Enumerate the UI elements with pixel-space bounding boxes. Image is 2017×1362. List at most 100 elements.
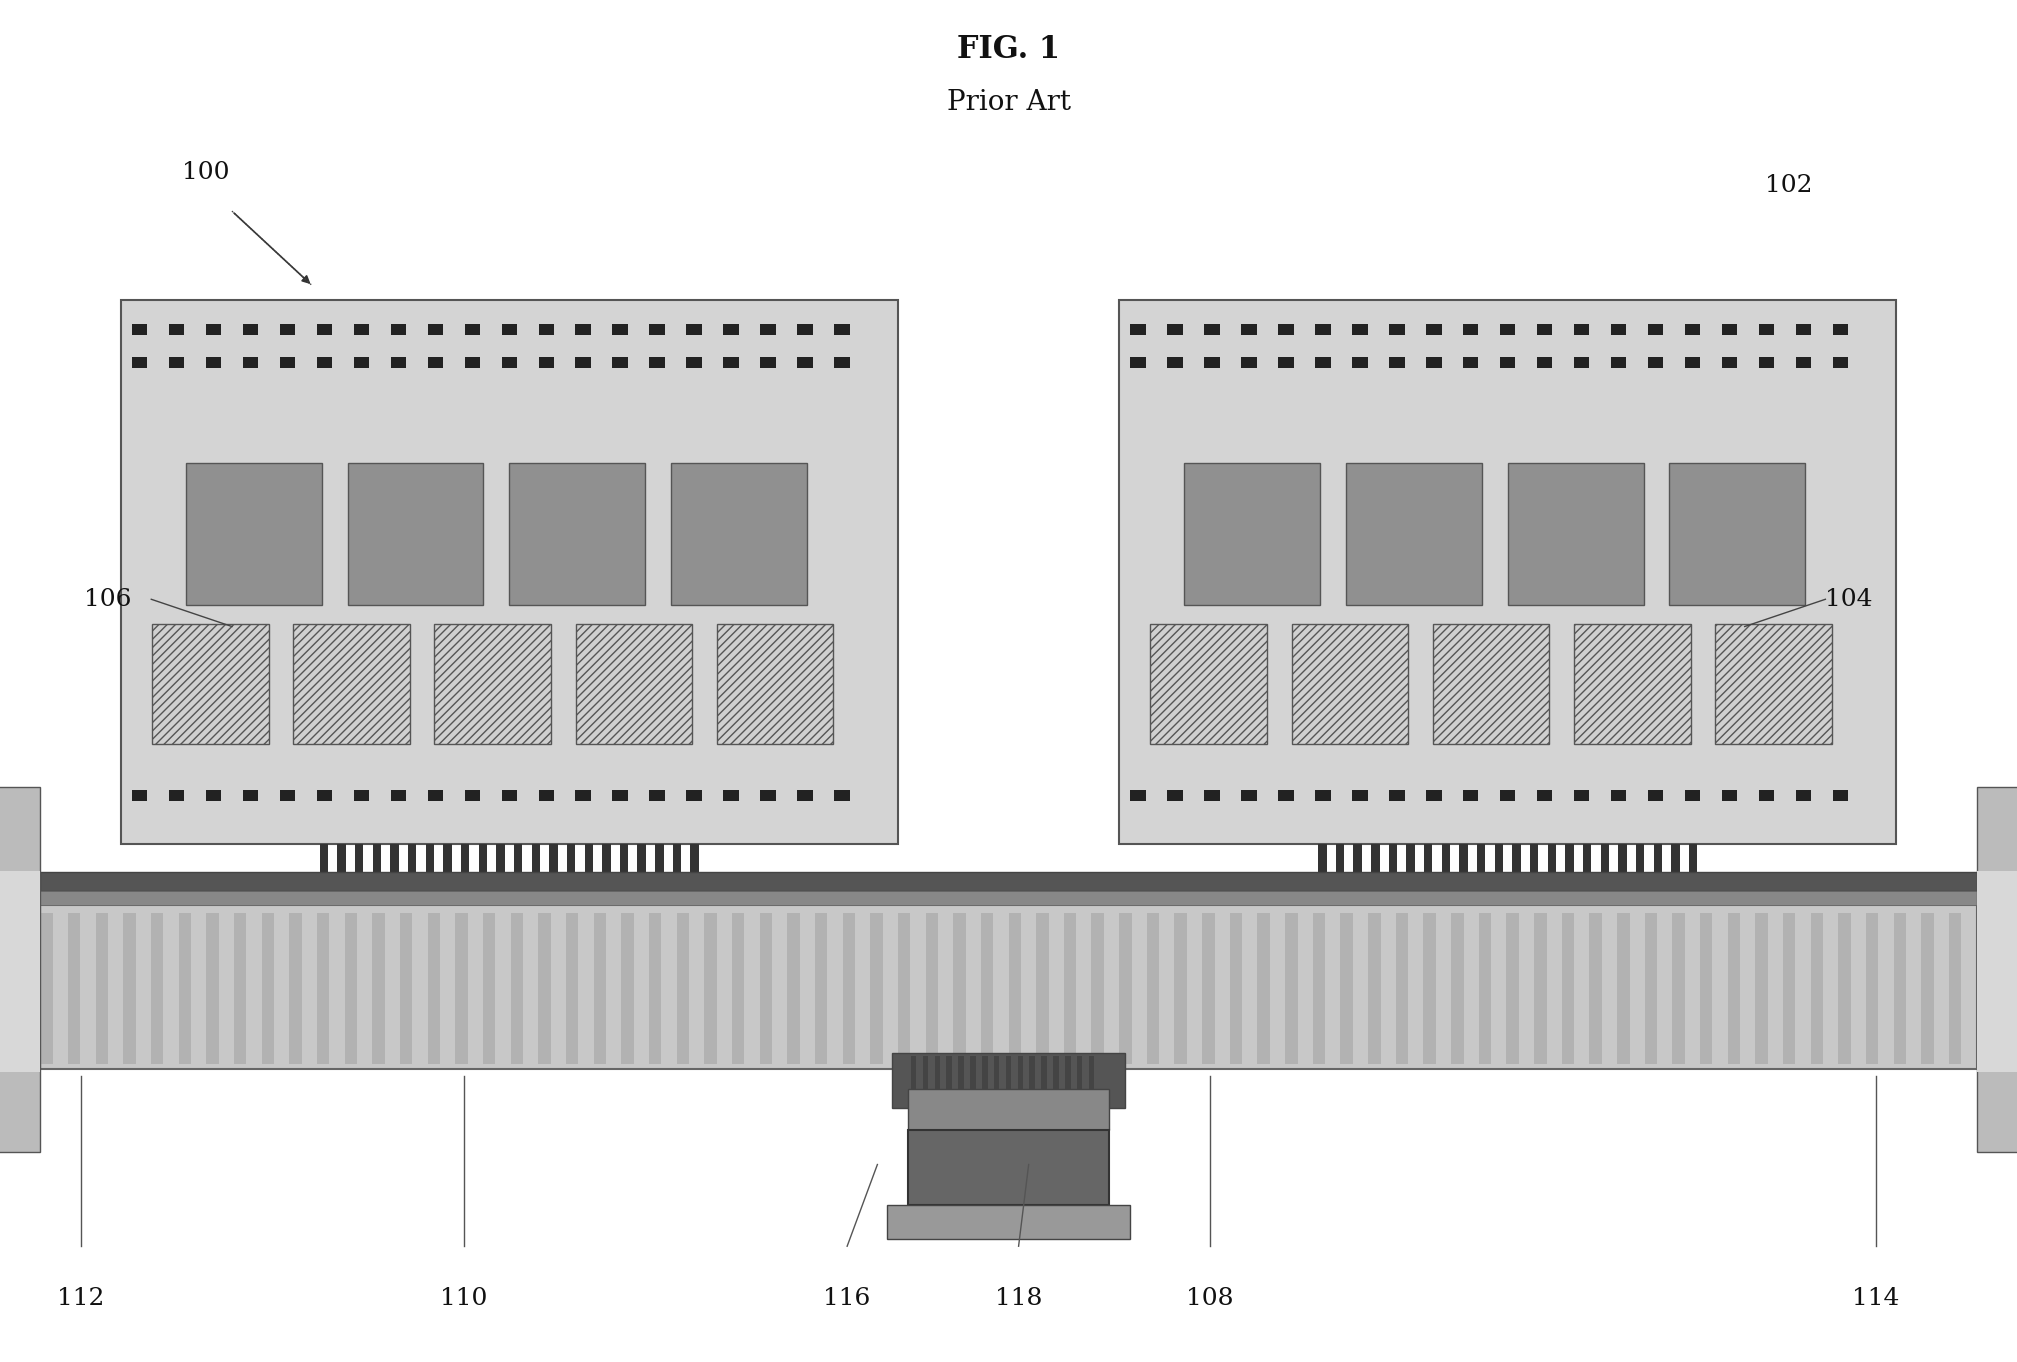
- Bar: [1729, 914, 1741, 1064]
- Bar: [815, 914, 827, 1064]
- Bar: [1150, 624, 1267, 744]
- Bar: [532, 844, 541, 1001]
- Bar: [169, 324, 184, 335]
- Bar: [656, 844, 664, 1001]
- Bar: [391, 324, 405, 335]
- Bar: [1257, 914, 1271, 1064]
- Bar: [724, 357, 738, 368]
- Bar: [760, 790, 777, 801]
- Bar: [131, 324, 147, 335]
- Bar: [1755, 914, 1767, 1064]
- Bar: [649, 790, 666, 801]
- Bar: [1795, 790, 1811, 801]
- Bar: [426, 844, 434, 1001]
- Bar: [1573, 324, 1589, 335]
- Bar: [1279, 357, 1293, 368]
- Bar: [1573, 357, 1589, 368]
- Bar: [980, 914, 992, 1064]
- Bar: [686, 357, 702, 368]
- Bar: [428, 357, 444, 368]
- Text: 116: 116: [823, 1287, 871, 1310]
- Bar: [869, 914, 883, 1064]
- Bar: [123, 914, 135, 1064]
- Bar: [242, 790, 258, 801]
- Bar: [1202, 914, 1214, 1064]
- Bar: [1119, 914, 1132, 1064]
- Bar: [1053, 1056, 1059, 1090]
- Bar: [1390, 790, 1404, 801]
- Bar: [428, 914, 440, 1064]
- Bar: [169, 790, 184, 801]
- Bar: [317, 357, 333, 368]
- Bar: [1315, 357, 1331, 368]
- Bar: [958, 1056, 964, 1090]
- Bar: [1424, 914, 1436, 1064]
- Bar: [912, 1056, 916, 1090]
- Bar: [898, 914, 910, 1064]
- Bar: [391, 844, 399, 1001]
- Bar: [1513, 844, 1521, 1001]
- Bar: [649, 357, 666, 368]
- Bar: [242, 324, 258, 335]
- Bar: [676, 914, 690, 1064]
- Bar: [0, 870, 40, 1072]
- Bar: [549, 844, 557, 1001]
- Bar: [1811, 914, 1823, 1064]
- Bar: [1279, 790, 1293, 801]
- Bar: [613, 790, 627, 801]
- Bar: [347, 463, 484, 605]
- Bar: [1561, 914, 1573, 1064]
- Bar: [1315, 790, 1331, 801]
- Bar: [242, 357, 258, 368]
- Bar: [1240, 357, 1257, 368]
- Bar: [1573, 790, 1589, 801]
- Bar: [724, 790, 738, 801]
- Bar: [994, 1056, 998, 1090]
- Text: 102: 102: [1765, 174, 1813, 197]
- Bar: [575, 324, 591, 335]
- Bar: [690, 844, 698, 1001]
- Bar: [1168, 790, 1182, 801]
- Bar: [539, 357, 555, 368]
- Bar: [1977, 787, 2017, 1152]
- Bar: [835, 357, 849, 368]
- Bar: [539, 324, 555, 335]
- Bar: [1507, 914, 1519, 1064]
- Bar: [843, 914, 855, 1064]
- Bar: [686, 790, 702, 801]
- Bar: [355, 844, 363, 1001]
- Bar: [1089, 1056, 1095, 1090]
- Bar: [621, 914, 633, 1064]
- Bar: [186, 463, 321, 605]
- Bar: [1396, 914, 1408, 1064]
- Bar: [704, 914, 716, 1064]
- Bar: [462, 844, 470, 1001]
- Bar: [95, 914, 109, 1064]
- Bar: [1795, 324, 1811, 335]
- Bar: [1573, 624, 1690, 744]
- Bar: [69, 914, 81, 1064]
- Text: 112: 112: [56, 1287, 105, 1310]
- Bar: [1351, 790, 1368, 801]
- Bar: [317, 914, 329, 1064]
- Bar: [1618, 914, 1630, 1064]
- Bar: [1501, 357, 1515, 368]
- Bar: [428, 324, 444, 335]
- Bar: [732, 914, 744, 1064]
- Bar: [464, 324, 480, 335]
- Bar: [1345, 463, 1482, 605]
- Bar: [502, 357, 516, 368]
- Text: FIG. 1: FIG. 1: [956, 34, 1061, 65]
- Bar: [797, 357, 813, 368]
- Bar: [514, 844, 522, 1001]
- Bar: [1700, 914, 1712, 1064]
- Bar: [1565, 844, 1573, 1001]
- Bar: [603, 844, 611, 1001]
- Bar: [1688, 844, 1696, 1001]
- Bar: [1833, 357, 1848, 368]
- Bar: [1006, 1056, 1011, 1090]
- Bar: [1091, 914, 1103, 1064]
- Bar: [1351, 357, 1368, 368]
- Bar: [575, 790, 591, 801]
- Bar: [131, 357, 147, 368]
